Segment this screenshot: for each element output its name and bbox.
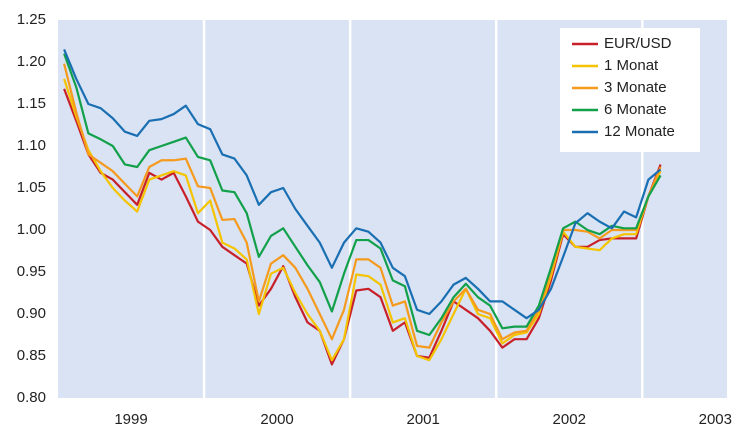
legend-label: 12 Monate <box>604 123 675 140</box>
x-tick-label: 2003 <box>699 411 732 428</box>
y-tick-label: 1.00 <box>17 221 46 238</box>
series-line <box>63 48 662 320</box>
legend-label: 3 Monate <box>604 79 667 96</box>
y-tick-label: 0.90 <box>17 305 46 322</box>
y-tick-label: 1.15 <box>17 95 46 112</box>
x-tick-label: 2002 <box>553 411 586 428</box>
legend-label: 1 Monat <box>604 57 659 74</box>
series-line <box>63 53 662 337</box>
legend-label: 6 Monate <box>604 101 667 118</box>
x-tick-label: 2001 <box>406 411 439 428</box>
x-tick-label: 2000 <box>260 411 293 428</box>
y-tick-label: 0.85 <box>17 347 46 364</box>
y-tick-label: 0.80 <box>17 389 46 406</box>
y-tick-label: 1.25 <box>17 11 46 28</box>
y-tick-label: 0.95 <box>17 263 46 280</box>
x-tick-label: 1999 <box>114 411 147 428</box>
y-tick-label: 1.05 <box>17 179 46 196</box>
legend-label: EUR/USD <box>604 35 672 52</box>
legend: EUR/USD 1 Monat 3 Monate 6 Monate 12 Monate <box>560 28 700 152</box>
y-tick-label: 1.20 <box>17 53 46 70</box>
y-tick-label: 1.10 <box>17 137 46 154</box>
